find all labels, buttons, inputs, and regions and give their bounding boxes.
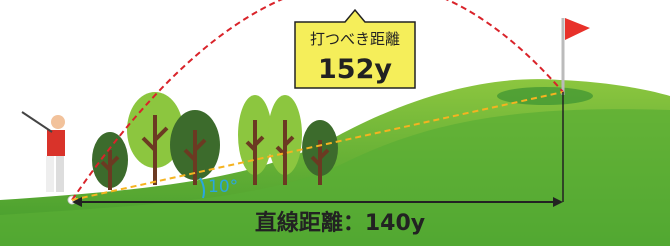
- golfer: [22, 112, 65, 192]
- flag: [565, 18, 590, 40]
- callout-value: 152y: [318, 54, 392, 85]
- straight-distance: 直線距離：140y: [255, 210, 425, 236]
- golf-diagram: 10° 打つべき距離 152y 直線距離：140y: [0, 0, 670, 246]
- callout-label: 打つべき距離: [310, 30, 400, 48]
- angle-label: 10°: [208, 177, 238, 197]
